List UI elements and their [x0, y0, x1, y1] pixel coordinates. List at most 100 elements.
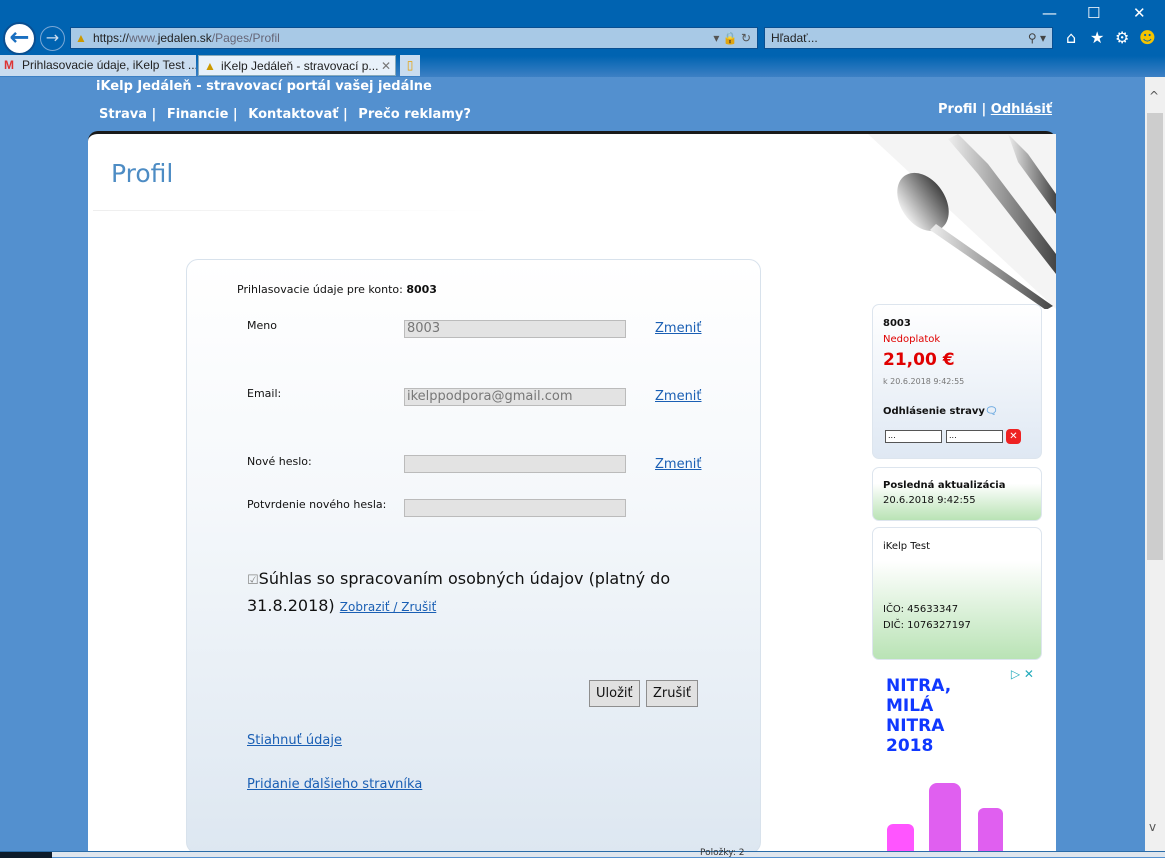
- debt-amount: 21,00 €: [883, 350, 955, 370]
- site-title: iKelp Jedáleň - stravovací portál vašej …: [96, 79, 432, 94]
- url-prefix: www.: [129, 31, 158, 45]
- url-scheme: https://: [93, 31, 130, 45]
- search-input[interactable]: Hľadať... ⚲ ▾: [764, 27, 1053, 49]
- new-password-field[interactable]: [404, 455, 626, 473]
- consent-show-cancel-link[interactable]: Zobraziť / Zrušiť: [339, 600, 437, 614]
- smiley-feedback-icon[interactable]: ☻: [1139, 28, 1156, 47]
- title-divider: [93, 210, 493, 211]
- ad-line: NITRA,: [886, 676, 952, 696]
- add-diner-link[interactable]: Pridanie ďalšieho stravníka: [247, 777, 423, 792]
- site-favicon-icon: ▲: [204, 59, 216, 73]
- ad-line: 2018: [886, 736, 934, 756]
- address-bar[interactable]: ▲ https://www.jedalen.sk/Pages/Profil ▾ …: [70, 27, 758, 49]
- change-email-link[interactable]: Zmeniť: [655, 389, 702, 404]
- download-data-link[interactable]: Stiahnuť údaje: [247, 733, 342, 748]
- back-button[interactable]: ←: [3, 22, 36, 55]
- cutlery-image: [868, 134, 1056, 309]
- balance-date: k 20.6.2018 9:42:55: [883, 377, 965, 386]
- forward-button[interactable]: →: [40, 26, 65, 51]
- clear-dates-icon[interactable]: ✕: [1006, 429, 1021, 444]
- debt-status: Nedoplatok: [883, 334, 941, 345]
- logout-link[interactable]: Odhlásiť: [990, 102, 1053, 117]
- name-field[interactable]: 8003: [404, 320, 626, 338]
- consent-block: ☑Súhlas so spracovaním osobných údajov (…: [247, 566, 717, 620]
- separator: |: [981, 102, 987, 117]
- date-to-input[interactable]: ...: [946, 430, 1003, 443]
- new-tab-button[interactable]: ▯: [400, 55, 420, 76]
- account-box: 8003 Nedoplatok 21,00 € k 20.6.2018 9:42…: [872, 304, 1042, 459]
- company-dic: DIČ: 1076327197: [883, 620, 971, 631]
- nav-strava[interactable]: Strava |: [99, 107, 157, 122]
- confirm-password-label: Potvrdenie nového hesla:: [247, 498, 387, 511]
- ad-bar-shape: [929, 783, 961, 855]
- account-heading: Prihlasovacie údaje pre konto: 8003: [237, 283, 437, 296]
- ad-bar-shape: [978, 808, 1003, 856]
- tab-label: iKelp Jedáleň - stravovací p...: [221, 59, 379, 73]
- consent-date: 31.8.2018): [247, 596, 335, 615]
- name-label: Meno: [247, 319, 277, 332]
- account-label: Prihlasovacie údaje pre konto:: [237, 283, 403, 296]
- url-path: /Pages/Profil: [211, 31, 280, 45]
- ad-bar-shape: [887, 824, 914, 856]
- change-name-link[interactable]: Zmeniť: [655, 321, 702, 336]
- cancel-button[interactable]: Zrušiť: [646, 680, 698, 707]
- close-tab-icon[interactable]: ✕: [380, 59, 391, 73]
- sidebar-account: 8003: [883, 318, 911, 329]
- url-host: jedalen.sk: [157, 31, 212, 45]
- last-update-box: Posledná aktualizácia 20.6.2018 9:42:55: [872, 467, 1042, 521]
- email-field[interactable]: ikelppodpora@gmail.com: [404, 388, 626, 406]
- tab-gmail[interactable]: M Prihlasovacie údaje, iKelp Test ...: [0, 55, 196, 76]
- search-icon[interactable]: ⚲ ▾: [1027, 31, 1046, 45]
- cancel-meals-label: Odhlásenie stravy: [883, 406, 985, 417]
- taskbar-start: [0, 852, 52, 858]
- status-bar: Položky: 2: [0, 848, 1165, 858]
- consent-checkbox[interactable]: ☑: [247, 573, 259, 588]
- company-box: iKelp Test IČO: 45633347 DIČ: 1076327197: [872, 527, 1042, 660]
- ad-line: MILÁ: [886, 696, 934, 716]
- search-placeholder: Hľadať...: [771, 31, 818, 45]
- lock-refresh-icons[interactable]: ▾ 🔒 ↻: [713, 31, 751, 45]
- home-icon[interactable]: ⌂: [1066, 28, 1077, 47]
- adchoices-close-icon[interactable]: ▷ ✕: [1010, 667, 1034, 681]
- date-from-input[interactable]: ...: [885, 430, 942, 443]
- tab-label: Prihlasovacie údaje, iKelp Test ...: [22, 58, 196, 72]
- account-number: 8003: [406, 283, 437, 296]
- advertisement[interactable]: ▷ ✕ NITRA, MILÁ NITRA 2018: [872, 664, 1042, 856]
- ad-text: NITRA, MILÁ NITRA 2018: [886, 676, 951, 756]
- consent-text: Súhlas so spracovaním osobných údajov (p…: [258, 569, 671, 588]
- company-name: iKelp Test: [883, 541, 930, 552]
- profile-link[interactable]: Profil: [938, 102, 977, 117]
- content-panel: Profil Prihlasovacie údaje pre konto: 80…: [88, 131, 1056, 856]
- page-title: Profil: [111, 159, 174, 188]
- confirm-password-field[interactable]: [404, 499, 626, 517]
- company-ico: IČO: 45633347: [883, 604, 959, 615]
- favorites-star-icon[interactable]: ★: [1090, 28, 1105, 47]
- save-button[interactable]: Uložiť: [589, 680, 640, 707]
- scroll-down-icon[interactable]: v: [1149, 820, 1157, 834]
- ad-line: NITRA: [886, 716, 945, 736]
- info-bubble-icon[interactable]: 🗨: [984, 406, 998, 417]
- new-password-label: Nové heslo:: [247, 455, 312, 468]
- tab-jedalen[interactable]: ▲ iKelp Jedáleň - stravovací p... ✕: [198, 55, 396, 76]
- change-password-link[interactable]: Zmeniť: [655, 457, 702, 472]
- close-window-button[interactable]: ✕: [1133, 4, 1146, 22]
- scroll-up-icon[interactable]: ^: [1149, 89, 1160, 103]
- site-favicon-icon: ▲: [75, 31, 87, 45]
- gmail-icon: M: [4, 58, 14, 72]
- main-nav: Strava | Financie | Kontaktovať | Prečo …: [99, 107, 477, 122]
- nav-financie[interactable]: Financie |: [166, 107, 238, 122]
- last-update-label: Posledná aktualizácia: [883, 480, 1006, 491]
- maximize-button[interactable]: ☐: [1087, 4, 1101, 22]
- scrollbar-thumb[interactable]: [1147, 113, 1163, 560]
- browser-chrome: — ☐ ✕ ← → ▲ https://www.jedalen.sk/Pages…: [0, 0, 1165, 77]
- status-text: Položky: 2: [700, 848, 745, 858]
- cancel-meals-heading: Odhlásenie stravy🗨: [883, 406, 998, 417]
- nav-preco-reklamy[interactable]: Prečo reklamy?: [358, 107, 471, 122]
- settings-gear-icon[interactable]: ⚙: [1115, 28, 1130, 47]
- user-links: Profil | Odhlásiť: [938, 102, 1052, 117]
- email-label: Email:: [247, 387, 282, 400]
- last-update-value: 20.6.2018 9:42:55: [883, 495, 976, 506]
- minimize-button[interactable]: —: [1042, 4, 1057, 22]
- nav-kontaktovat[interactable]: Kontaktovať |: [248, 107, 348, 122]
- profile-form: Prihlasovacie údaje pre konto: 8003 Meno…: [186, 259, 761, 854]
